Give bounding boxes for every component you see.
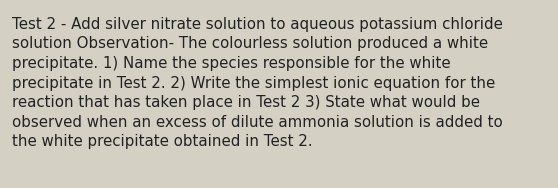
Text: Test 2 - Add silver nitrate solution to aqueous potassium chloride
solution Obse: Test 2 - Add silver nitrate solution to … (12, 17, 503, 149)
